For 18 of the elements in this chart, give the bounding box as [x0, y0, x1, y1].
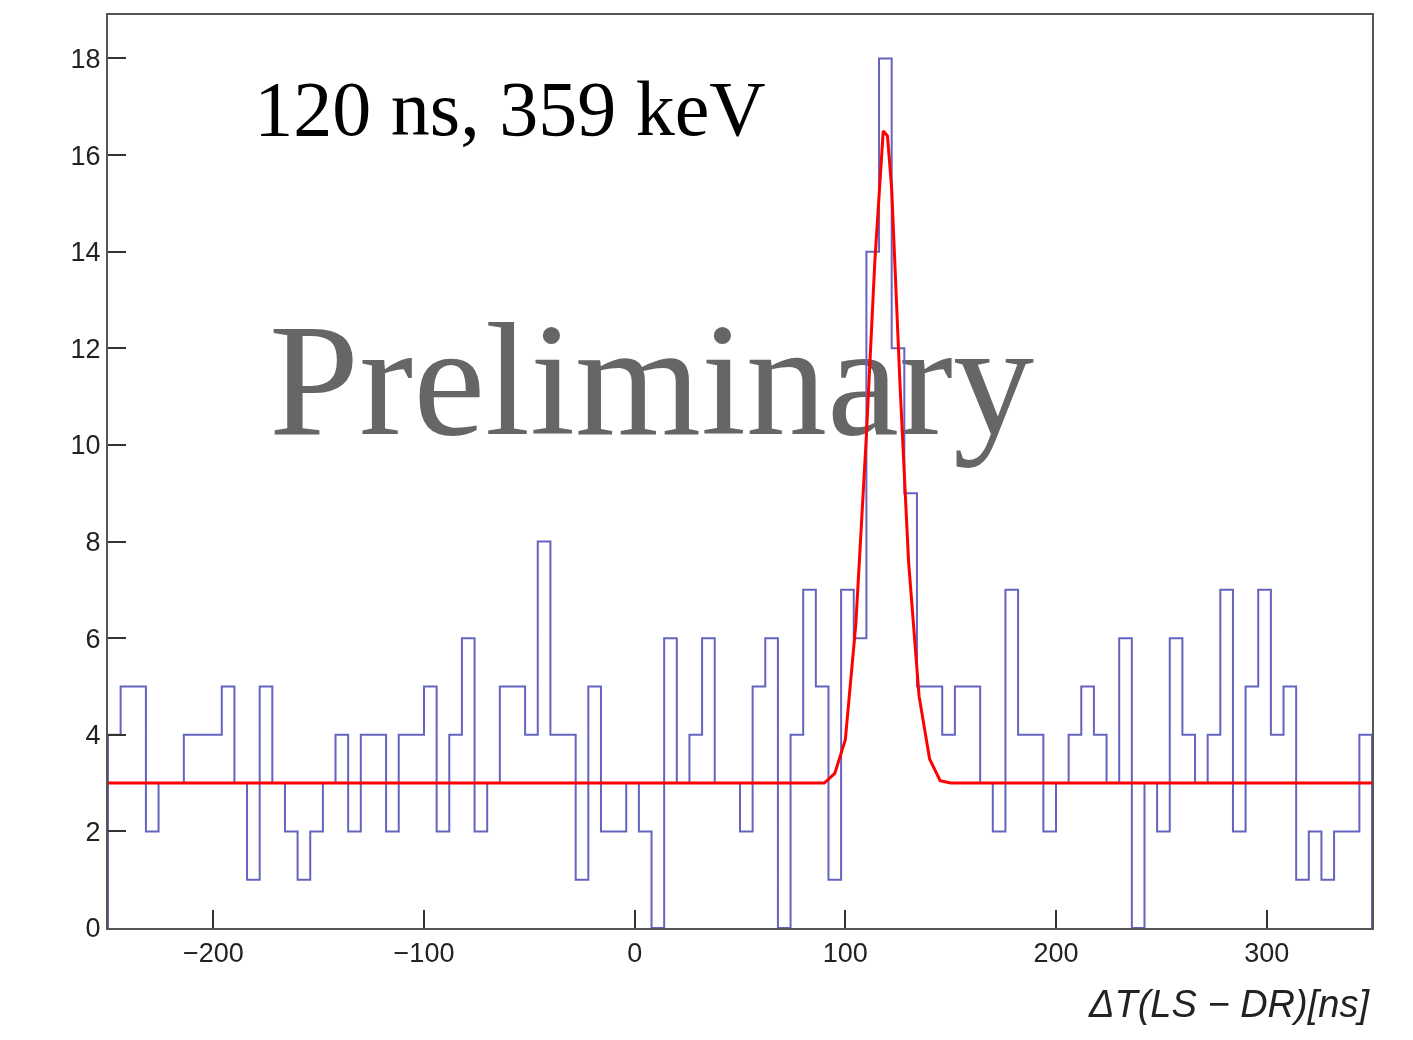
y-tick-label: 4 — [85, 720, 101, 751]
x-tick-label: 300 — [1244, 938, 1290, 969]
x-axis-title: ΔT(LS − DR)[ns] — [1088, 983, 1371, 1025]
y-tick-label: 14 — [70, 237, 101, 268]
y-tick-label: 2 — [85, 816, 101, 847]
x-tick-label: −100 — [393, 938, 455, 969]
y-tick-label: 8 — [85, 526, 101, 557]
y-tick-label: 12 — [70, 333, 101, 364]
annotation: 120 ns, 359 keV — [254, 64, 766, 152]
x-tick-label: 0 — [627, 938, 643, 969]
x-tick-label: 100 — [822, 938, 868, 969]
y-tick-label: 18 — [70, 43, 101, 74]
y-tick-label: 6 — [85, 623, 101, 654]
y-tick-label: 16 — [70, 140, 101, 171]
y-tick-label: 0 — [85, 913, 101, 944]
x-tick-label: 200 — [1033, 938, 1079, 969]
y-tick-label: 10 — [70, 430, 101, 461]
x-tick-label: −200 — [182, 938, 244, 969]
